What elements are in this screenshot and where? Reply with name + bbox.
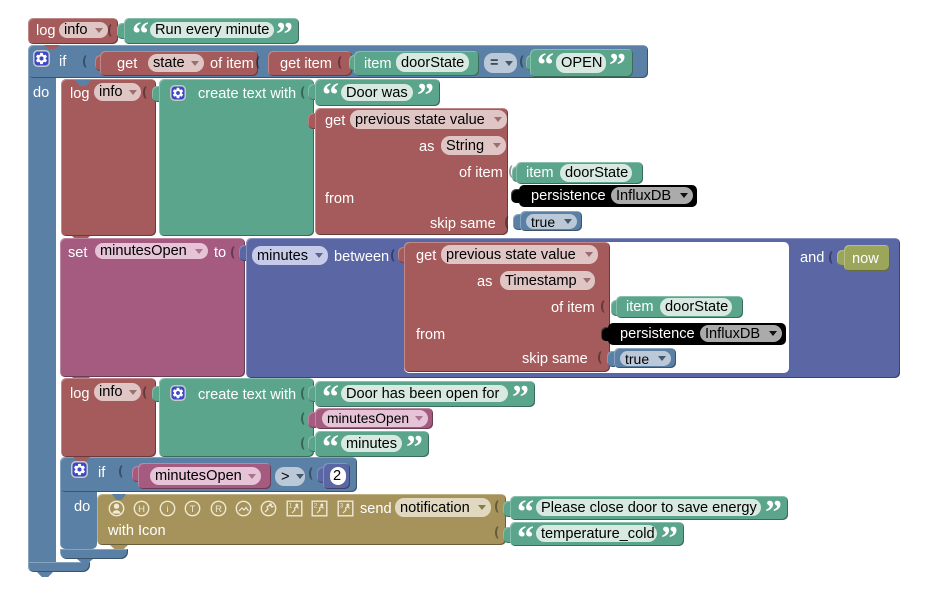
svg-text:T: T: [190, 504, 196, 515]
svg-text:R: R: [215, 504, 222, 515]
svg-text:2: 2: [314, 503, 318, 510]
svg-text:3: 3: [339, 503, 343, 510]
svg-text:i: i: [166, 504, 168, 515]
svg-text:H: H: [138, 504, 145, 515]
svg-text:1: 1: [288, 503, 292, 510]
